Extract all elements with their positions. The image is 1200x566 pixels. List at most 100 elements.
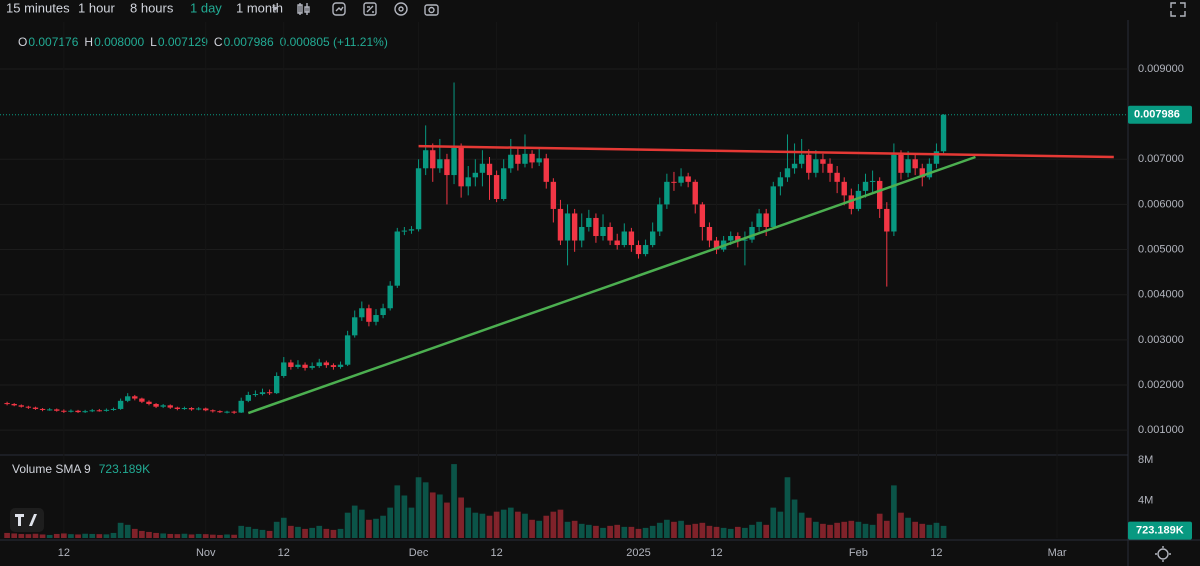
volume-bar [429, 492, 436, 538]
candle-body [387, 285, 393, 309]
candle-body [146, 401, 152, 404]
interval-button[interactable]: 1 day [190, 0, 222, 15]
candle-body [408, 229, 415, 231]
volume-bar [337, 528, 344, 538]
volume-bar [124, 524, 131, 538]
camera-icon[interactable] [424, 4, 439, 16]
volume-bar [380, 515, 386, 538]
volume-bar [777, 511, 784, 538]
volume-bar [671, 521, 677, 538]
candle-body [515, 154, 521, 164]
volume-bar [25, 534, 32, 538]
volume-bar [11, 533, 18, 538]
candle-body [671, 181, 677, 183]
volume-bar [280, 517, 287, 538]
candle-body [259, 392, 266, 395]
candle-body [288, 362, 294, 367]
indicators-icon[interactable] [332, 2, 346, 16]
volume-bar [685, 524, 691, 538]
time-settings-icon[interactable] [1157, 548, 1169, 560]
volume-bar [4, 532, 10, 538]
volume-bar [53, 533, 60, 538]
volume-bar [259, 529, 266, 538]
volume-bar [493, 511, 500, 538]
candle-body [273, 375, 280, 394]
x-tick-label: 12 [930, 547, 942, 559]
candle-body [401, 230, 408, 232]
candle-body [713, 240, 720, 250]
candle-body [337, 364, 344, 367]
candle-body [181, 408, 188, 410]
legend-label: H [84, 35, 93, 49]
candle-body [501, 168, 507, 199]
volume-bar [288, 525, 294, 538]
candle-body [841, 181, 847, 196]
volume-bar [593, 525, 599, 538]
dropdown-arrow[interactable] [272, 7, 278, 11]
legend-value: 0.007129 [158, 35, 208, 49]
volume-bar [642, 527, 649, 538]
legend-change: 0.000805 (+11.21%) [280, 35, 388, 49]
volume-bar [444, 502, 450, 538]
interval-button[interactable]: 1 hour [78, 0, 116, 15]
candle-body [330, 365, 337, 367]
volume-bar [898, 512, 904, 538]
volume-bar [820, 523, 826, 538]
volume-bar [507, 507, 514, 538]
indicators-icon-line[interactable] [335, 6, 344, 12]
compare-icon[interactable] [363, 2, 377, 16]
candle-body [472, 172, 479, 178]
volume-bar [876, 513, 883, 538]
volume-bar [500, 509, 507, 538]
candle-body [586, 217, 592, 227]
candles-icon[interactable] [297, 3, 310, 15]
camera-lens[interactable] [428, 6, 435, 14]
candle-body [281, 362, 287, 376]
candle-body [167, 405, 173, 408]
compare-icon-marks[interactable] [366, 5, 374, 13]
volume-bar [805, 517, 812, 538]
volume-bar [273, 521, 280, 538]
candle-body [912, 159, 918, 169]
interval-button[interactable]: 8 hours [130, 0, 174, 15]
settings-icon[interactable] [394, 2, 408, 16]
volume-bar [32, 533, 39, 538]
volume-bar [848, 520, 855, 538]
candle-body [437, 159, 443, 169]
volume-bar [834, 522, 840, 538]
candle-body [103, 409, 110, 411]
candle-body [607, 226, 613, 241]
volume-bar [557, 509, 564, 538]
volume-bar [153, 532, 159, 538]
time-settings-rays[interactable] [1155, 546, 1171, 562]
candle-body [224, 411, 230, 413]
settings-icon-center[interactable] [398, 6, 404, 12]
candle-body [359, 308, 365, 318]
candle-body [749, 226, 755, 240]
candle-body [117, 400, 124, 409]
volume-bar [330, 529, 337, 538]
volume-bar [827, 524, 833, 538]
candle-body [756, 213, 762, 227]
candle-body [344, 335, 351, 365]
fullscreen-icon[interactable] [1170, 2, 1186, 17]
x-tick-label: 12 [710, 547, 722, 559]
candle-body [323, 362, 330, 366]
interval-button[interactable]: 1 month [236, 0, 283, 15]
volume-bar [933, 522, 940, 538]
candle-body [75, 410, 81, 413]
volume-tick-label: 4M [1138, 494, 1153, 506]
interval-button[interactable]: 15 minutes [6, 0, 70, 15]
toolbar-icons[interactable] [297, 2, 1186, 562]
volume-bar [734, 526, 741, 538]
volume-bar [749, 524, 755, 538]
y-tick-label: 0.006000 [1138, 198, 1184, 210]
volume-bar [578, 523, 585, 538]
volume-bar [607, 525, 613, 538]
volume-bar [635, 528, 642, 538]
volume-bar [117, 522, 124, 538]
volume-bar [465, 507, 472, 538]
volume-bar [926, 524, 933, 538]
candle-body [536, 158, 542, 163]
candle-body [593, 217, 599, 237]
